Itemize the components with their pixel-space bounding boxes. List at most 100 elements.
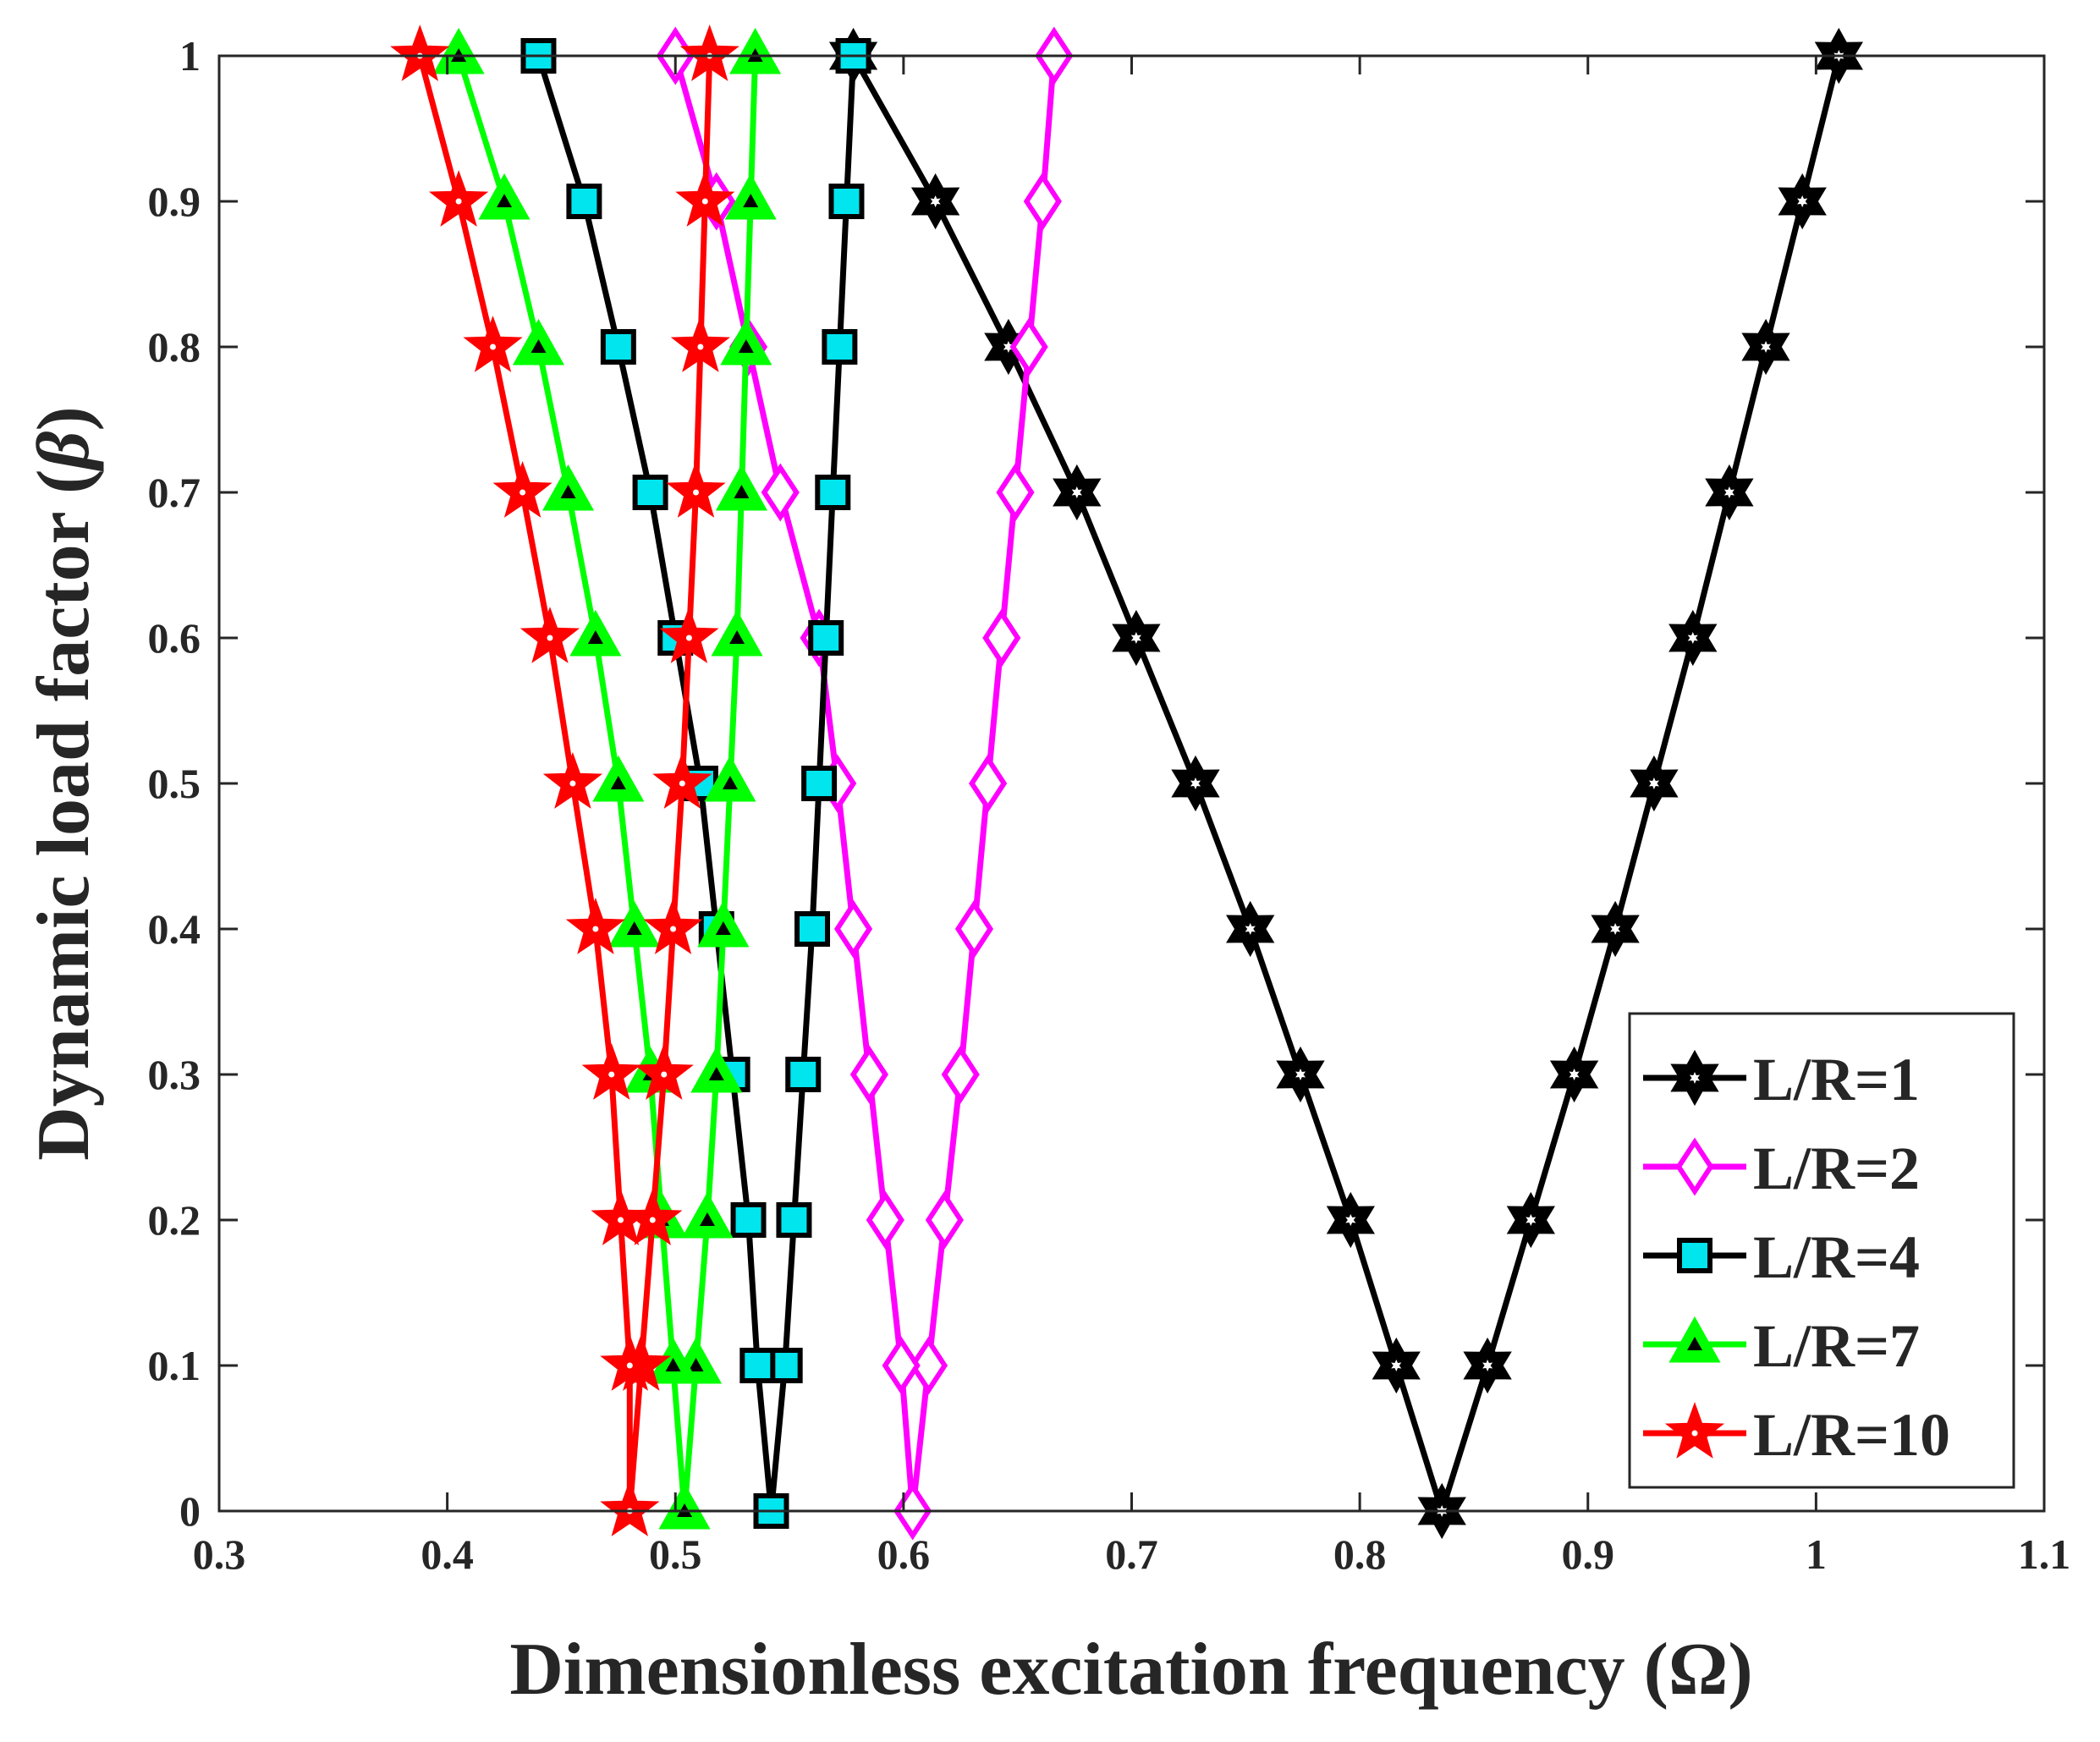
data-point-center: [569, 780, 576, 787]
data-point: [925, 1190, 964, 1250]
data-point-center: [1761, 341, 1772, 353]
data-point: [600, 329, 636, 365]
data-point-center: [649, 1217, 656, 1223]
data-point: [969, 754, 1008, 813]
y-tick-label: 0.6: [148, 614, 201, 662]
legend-label: L/R=7: [1753, 1312, 1920, 1380]
data-point-center: [547, 635, 553, 641]
y-tick-label: 0.2: [148, 1196, 201, 1244]
x-tick-label: 0.3: [193, 1530, 246, 1578]
data-point-center: [697, 343, 704, 350]
y-tick-label: 0.8: [148, 323, 201, 371]
data-point-center: [1723, 486, 1734, 498]
data-point-center: [455, 198, 462, 205]
legend-marker-center: [1689, 1072, 1701, 1084]
data-point: [1023, 172, 1062, 231]
legend-item: L/R=4: [1643, 1223, 1920, 1291]
data-point: [849, 1045, 889, 1104]
data-point: [739, 1348, 776, 1383]
legend-marker-center: [1691, 1430, 1698, 1437]
data-point: [822, 329, 858, 365]
data-point: [954, 899, 994, 959]
y-tick-label: 0.9: [148, 178, 201, 225]
legend-label: L/R=4: [1753, 1223, 1920, 1291]
data-point-center: [734, 485, 750, 498]
data-point-center: [626, 1362, 633, 1369]
x-axis-label: Dimensionless excitation frequency (Ω): [509, 1629, 1752, 1711]
y-tick-label: 0.4: [148, 905, 201, 953]
data-point-center: [1482, 1360, 1493, 1371]
data-point-center: [587, 630, 603, 644]
data-point: [761, 463, 800, 522]
series-5: [390, 25, 739, 1536]
data-point: [801, 766, 838, 801]
y-axis-label-close: ): [23, 406, 105, 431]
data-point-center: [670, 926, 677, 932]
data-point-center: [743, 194, 759, 207]
x-tick-label: 0.7: [1105, 1530, 1158, 1578]
data-point: [882, 1336, 921, 1395]
legend-marker: [1677, 1238, 1712, 1273]
plot-area: [390, 25, 1863, 1541]
data-point-center: [738, 339, 754, 353]
data-point-center: [608, 1071, 615, 1078]
data-point: [794, 911, 831, 947]
legend-marker-center: [1687, 1337, 1702, 1350]
y-tick-label: 0: [179, 1487, 201, 1535]
legend-label: L/R=2: [1753, 1135, 1920, 1202]
data-point-center: [715, 921, 731, 935]
x-tick-label: 0.9: [1562, 1530, 1615, 1578]
data-point-center: [930, 195, 941, 207]
y-tick-label: 0.1: [148, 1342, 201, 1389]
data-point-center: [1295, 1069, 1306, 1080]
data-point: [808, 620, 844, 656]
legend-label: L/R=10: [1753, 1401, 1950, 1469]
y-tick-label: 1: [179, 32, 201, 80]
data-point-center: [665, 1358, 681, 1371]
y-axis-label: Dynamic load factor (β): [23, 406, 105, 1161]
data-point-center: [1648, 778, 1659, 789]
data-point-center: [530, 339, 547, 353]
data-point-center: [722, 776, 738, 789]
data-point-center: [592, 926, 599, 932]
x-tick-label: 0.6: [877, 1530, 931, 1578]
legend-item: L/R=1: [1643, 1046, 1920, 1113]
data-point-center: [490, 343, 497, 350]
x-tick-label: 1: [1806, 1530, 1827, 1578]
y-tick-label: 0.5: [148, 760, 201, 807]
data-point: [815, 475, 851, 510]
data-point-center: [618, 1217, 624, 1223]
data-point: [833, 899, 873, 959]
data-point-center: [688, 1358, 704, 1371]
x-tick-label: 0.5: [649, 1530, 702, 1578]
legend-item: L/R=10: [1643, 1401, 1950, 1469]
y-axis-label-text: Dynamic load factor (: [23, 470, 105, 1161]
data-point: [828, 184, 865, 219]
data-point-center: [693, 489, 700, 496]
data-point-center: [661, 1071, 668, 1078]
data-point: [982, 608, 1021, 668]
data-point-center: [729, 630, 745, 644]
data-point-center: [1003, 341, 1014, 353]
data-point-center: [699, 1212, 715, 1226]
data-point-center: [1569, 1069, 1580, 1080]
data-point-center: [685, 635, 692, 641]
data-point-center: [679, 780, 685, 787]
data-point-center: [1345, 1214, 1356, 1226]
data-point: [941, 1045, 980, 1104]
data-point: [866, 1190, 904, 1250]
x-tick-label: 0.8: [1333, 1530, 1387, 1578]
data-point-center: [1526, 1214, 1537, 1226]
legend-item: L/R=2: [1643, 1135, 1920, 1202]
legend: L/R=1 L/R=2 L/R=4 L/R=7 L/R=10: [1628, 1012, 2015, 1489]
data-point-center: [1610, 923, 1621, 935]
legend-marker: [1675, 1137, 1714, 1196]
data-point-center: [1130, 632, 1141, 644]
axis-ticks: 0.3 0.4 0.5 0.6 0.7 0.8 0.9 1 1.1 0 0.1 0.2 0.3 0.4 0.…: [148, 32, 2071, 1578]
x-tick-label: 1.1: [2018, 1530, 2071, 1578]
data-point-center: [701, 198, 708, 205]
data-point-center: [1190, 778, 1201, 789]
legend-item: L/R=7: [1643, 1312, 1920, 1380]
data-point: [776, 1202, 812, 1238]
data-point: [909, 1336, 948, 1395]
